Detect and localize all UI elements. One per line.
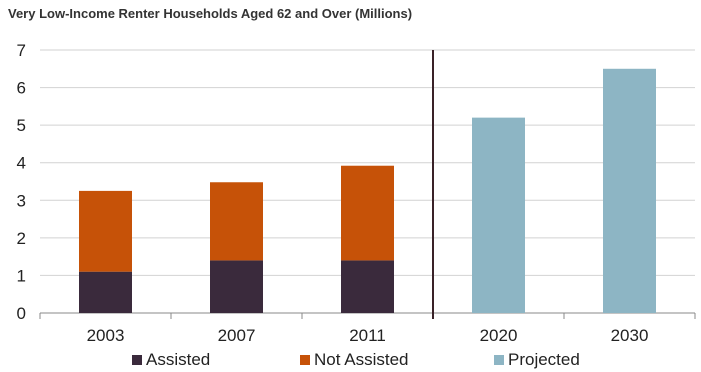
- bar-projected-2020: [472, 117, 525, 313]
- chart-title: Very Low-Income Renter Households Aged 6…: [8, 6, 413, 21]
- y-tick-label: 0: [17, 304, 26, 323]
- chart-legend: Assisted Not Assisted Projected: [0, 350, 701, 372]
- bar-assisted-2011: [341, 260, 394, 313]
- legend-label: Projected: [508, 350, 580, 369]
- legend-swatch: [132, 355, 142, 365]
- x-tick-label: 2007: [218, 326, 256, 345]
- y-tick-label: 1: [17, 266, 26, 285]
- legend-swatch: [494, 355, 504, 365]
- legend-item: Projected: [494, 350, 580, 370]
- legend-label: Not Assisted: [314, 350, 409, 369]
- y-tick-label: 5: [17, 116, 26, 135]
- y-tick-label: 6: [17, 79, 26, 98]
- legend-item: Not Assisted: [300, 350, 409, 370]
- bar-assisted-2003: [79, 271, 132, 313]
- bar-not-assisted-2003: [79, 190, 132, 272]
- legend-label: Assisted: [146, 350, 211, 369]
- bar-chart: 0 1 2 3 4 5 6 7 2003 2007 2011 2020 2030: [17, 41, 696, 345]
- bar-projected-2030: [603, 68, 656, 314]
- x-tick-label: 2003: [87, 326, 125, 345]
- y-tick-label: 3: [17, 191, 26, 210]
- bar-not-assisted-2011: [341, 165, 394, 261]
- x-tick-label: 2011: [349, 326, 386, 345]
- legend-item: Assisted: [132, 350, 210, 370]
- y-tick-label: 4: [17, 154, 26, 173]
- bar-not-assisted-2007: [210, 182, 263, 261]
- x-tick-label: 2030: [611, 326, 649, 345]
- bar-assisted-2007: [210, 260, 263, 313]
- x-tick-label: 2020: [480, 326, 518, 345]
- legend-swatch: [300, 355, 310, 365]
- y-tick-label: 7: [17, 41, 26, 60]
- y-tick-label: 2: [17, 229, 26, 248]
